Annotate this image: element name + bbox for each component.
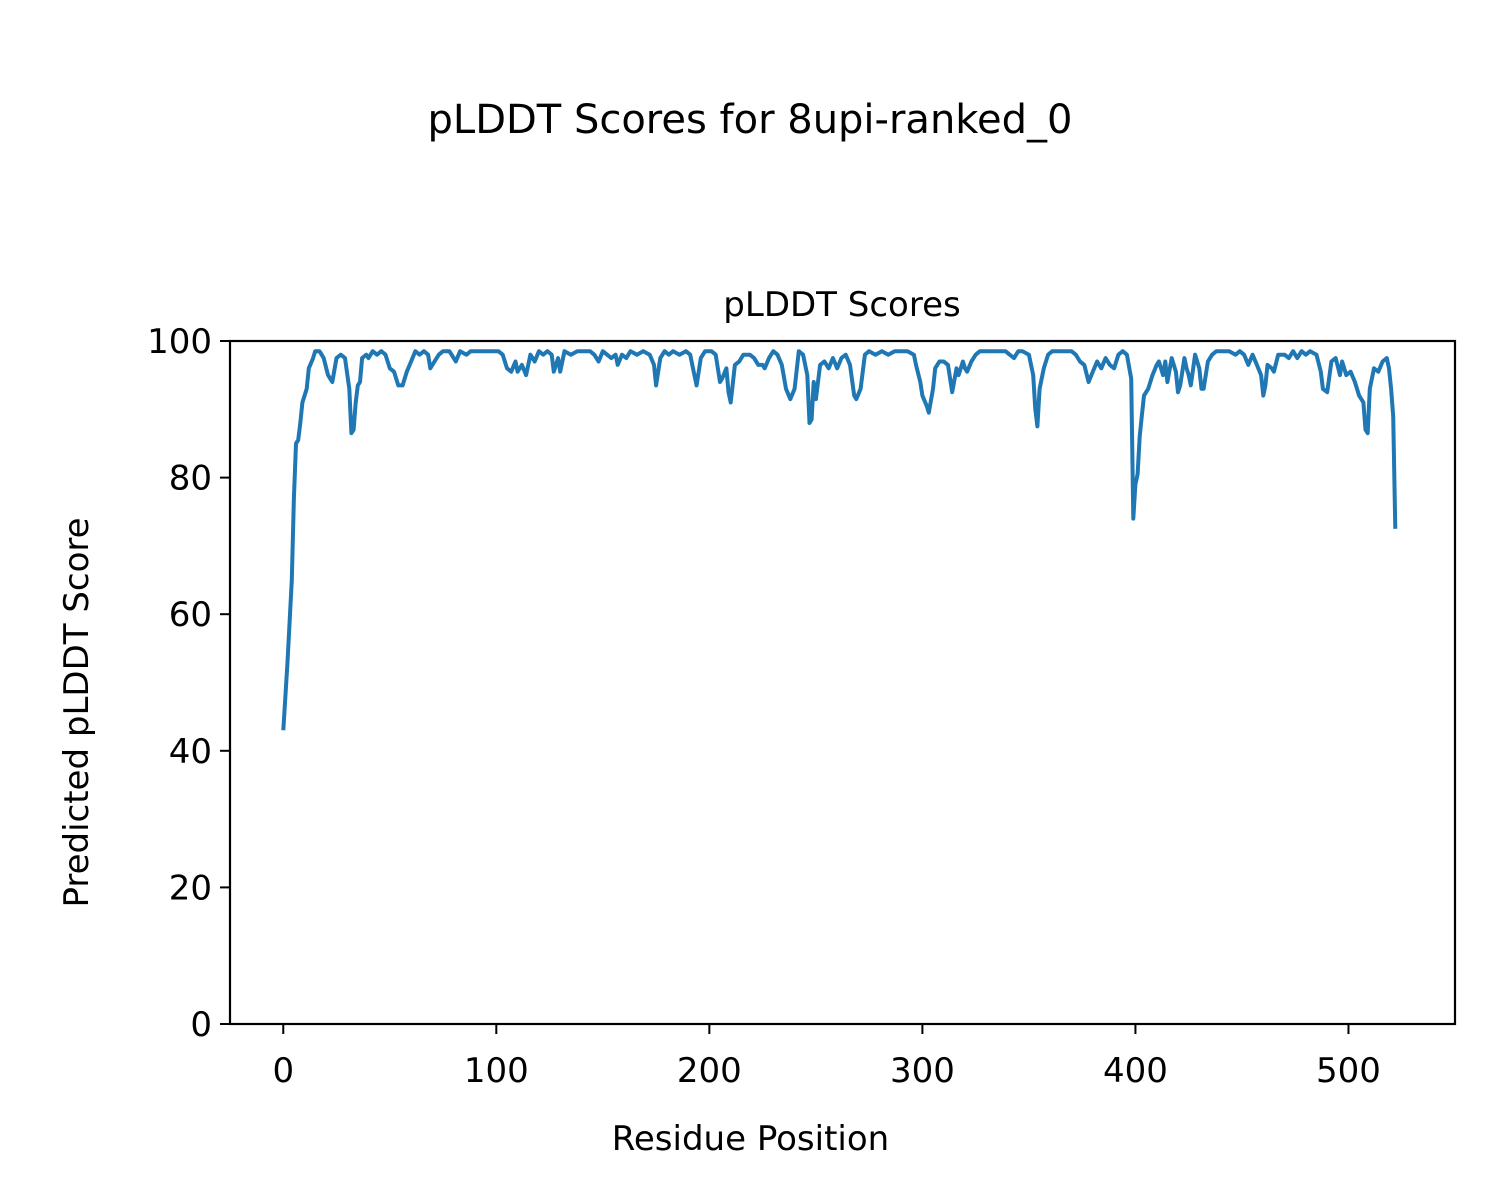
y-tick-label: 40 [169,732,212,772]
x-axis: 0 100 200 300 400 500 [272,1024,1381,1091]
x-tick-label: 400 [1103,1051,1168,1091]
x-tick-label: 0 [272,1051,294,1091]
plot-area-frame [228,339,1457,1026]
x-tick-label: 100 [464,1051,529,1091]
figure-title: pLDDT Scores for 8upi-ranked_0 [427,97,1073,143]
y-tick-label: 20 [169,868,212,908]
y-tick-label: 100 [147,322,212,362]
y-axis: 0 20 40 60 80 100 [147,322,230,1045]
x-tick-label: 500 [1316,1051,1381,1091]
x-axis-label: Residue Position [612,1119,889,1159]
series-line [281,349,1398,731]
x-tick-label: 300 [890,1051,955,1091]
y-tick-label: 0 [190,1005,212,1045]
x-tick-label: 200 [677,1051,742,1091]
y-axis-label: Predicted pLDDT Score [57,517,97,907]
y-tick-label: 60 [169,595,212,635]
chart-title: pLDDT Scores [723,285,960,325]
y-tick-label: 80 [169,459,212,499]
